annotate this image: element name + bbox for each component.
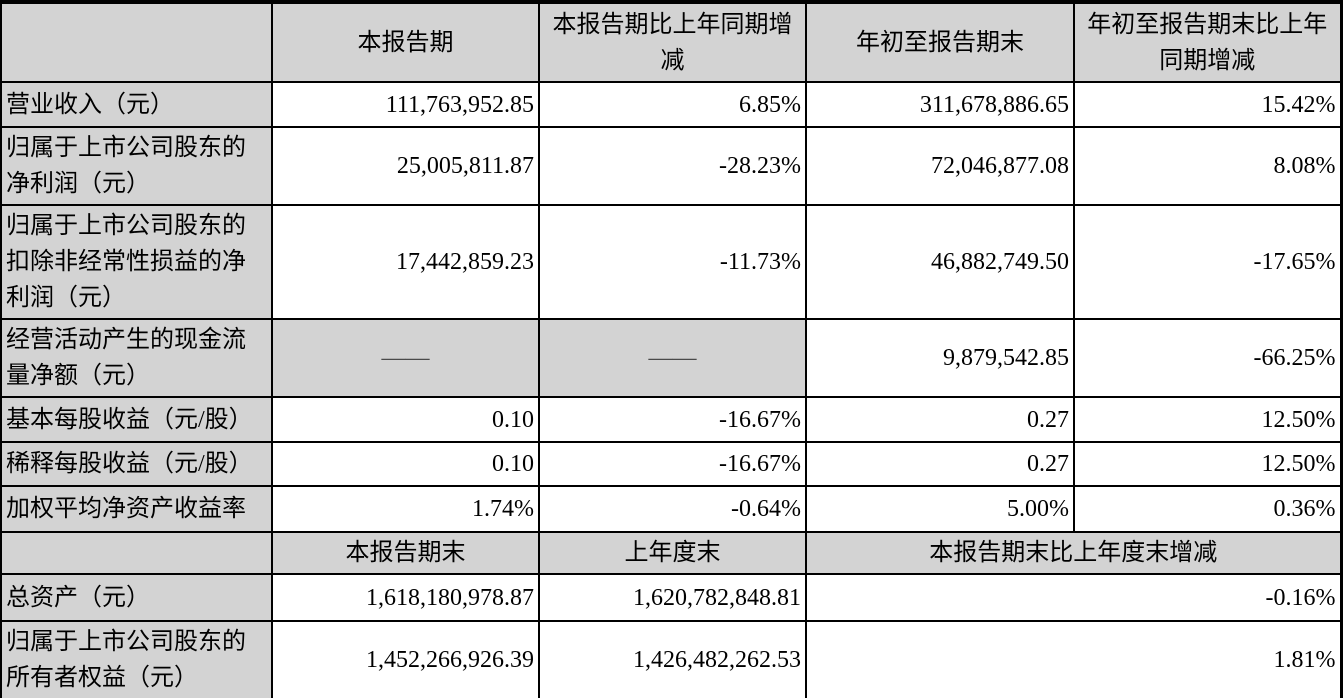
col-header-period-end-change: 本报告期末比上年度末增减: [805, 531, 1342, 575]
value-cell: -17.65%: [1073, 204, 1342, 320]
col-header-current-period-yoy: 本报告期比上年同期增减: [538, 1, 807, 83]
table-row-net-profit: 归属于上市公司股东的净利润（元） 25,005,811.87 -28.23% 7…: [0, 126, 1342, 206]
value-cell: 1,620,782,848.81: [538, 573, 807, 622]
header-row-period: 本报告期 本报告期比上年同期增减 年初至报告期末 年初至报告期末比上年同期增减: [0, 1, 1342, 83]
dash-placeholder-cell: ——: [271, 318, 540, 398]
corner-cell: [0, 1, 273, 83]
value-cell: -66.25%: [1073, 318, 1342, 398]
row-label-operating-cash-flow: 经营活动产生的现金流量净额（元）: [0, 318, 273, 398]
row-label-total-assets: 总资产（元）: [0, 573, 273, 622]
corner-cell: [0, 531, 273, 575]
table-row-shareholders-equity: 归属于上市公司股东的所有者权益（元） 1,452,266,926.39 1,42…: [0, 620, 1342, 698]
value-cell: 15.42%: [1073, 81, 1342, 128]
value-cell: 111,763,952.85: [271, 81, 540, 128]
value-cell: 17,442,859.23: [271, 204, 540, 320]
value-cell: 1.74%: [271, 485, 540, 533]
row-label-net-profit-excl-nonrecurring: 归属于上市公司股东的扣除非经常性损益的净利润（元）: [0, 204, 273, 320]
value-cell: -0.64%: [538, 485, 807, 533]
value-cell: 0.27: [805, 441, 1075, 487]
table-row-basic-eps: 基本每股收益（元/股） 0.10 -16.67% 0.27 12.50%: [0, 396, 1342, 443]
table-row-revenue: 营业收入（元） 111,763,952.85 6.85% 311,678,886…: [0, 81, 1342, 128]
value-cell: 25,005,811.87: [271, 126, 540, 206]
value-cell: 1,618,180,978.87: [271, 573, 540, 622]
value-cell: 0.27: [805, 396, 1075, 443]
value-cell: 0.36%: [1073, 485, 1342, 533]
value-cell: 1.81%: [805, 620, 1342, 698]
row-label-shareholders-equity: 归属于上市公司股东的所有者权益（元）: [0, 620, 273, 698]
value-cell: -16.67%: [538, 441, 807, 487]
value-cell: 311,678,886.65: [805, 81, 1075, 128]
value-cell: 12.50%: [1073, 441, 1342, 487]
value-cell: 1,426,482,262.53: [538, 620, 807, 698]
col-header-prior-year-end: 上年度末: [538, 531, 807, 575]
row-label-diluted-eps: 稀释每股收益（元/股）: [0, 441, 273, 487]
row-label-weighted-avg-roe: 加权平均净资产收益率: [0, 485, 273, 533]
value-cell: 9,879,542.85: [805, 318, 1075, 398]
value-cell: 5.00%: [805, 485, 1075, 533]
row-label-basic-eps: 基本每股收益（元/股）: [0, 396, 273, 443]
col-header-current-period: 本报告期: [271, 1, 540, 83]
value-cell: -16.67%: [538, 396, 807, 443]
value-cell: 46,882,749.50: [805, 204, 1075, 320]
value-cell: 12.50%: [1073, 396, 1342, 443]
value-cell: 0.10: [271, 396, 540, 443]
header-row-period-end: 本报告期末 上年度末 本报告期末比上年度末增减: [0, 531, 1342, 575]
row-label-revenue: 营业收入（元）: [0, 81, 273, 128]
table-row-net-profit-excl-nonrecurring: 归属于上市公司股东的扣除非经常性损益的净利润（元） 17,442,859.23 …: [0, 204, 1342, 320]
value-cell: 8.08%: [1073, 126, 1342, 206]
value-cell: 6.85%: [538, 81, 807, 128]
table-row-operating-cash-flow: 经营活动产生的现金流量净额（元） —— —— 9,879,542.85 -66.…: [0, 318, 1342, 398]
row-label-net-profit: 归属于上市公司股东的净利润（元）: [0, 126, 273, 206]
value-cell: -0.16%: [805, 573, 1342, 622]
table-row-diluted-eps: 稀释每股收益（元/股） 0.10 -16.67% 0.27 12.50%: [0, 441, 1342, 487]
value-cell: 72,046,877.08: [805, 126, 1075, 206]
col-header-year-to-date-yoy: 年初至报告期末比上年同期增减: [1073, 1, 1342, 83]
value-cell: 0.10: [271, 441, 540, 487]
table-row-weighted-avg-roe: 加权平均净资产收益率 1.74% -0.64% 5.00% 0.36%: [0, 485, 1342, 533]
col-header-period-end: 本报告期末: [271, 531, 540, 575]
table-row-total-assets: 总资产（元） 1,618,180,978.87 1,620,782,848.81…: [0, 573, 1342, 622]
value-cell: -28.23%: [538, 126, 807, 206]
dash-placeholder-cell: ——: [538, 318, 807, 398]
col-header-year-to-date: 年初至报告期末: [805, 1, 1075, 83]
value-cell: -11.73%: [538, 204, 807, 320]
value-cell: 1,452,266,926.39: [271, 620, 540, 698]
